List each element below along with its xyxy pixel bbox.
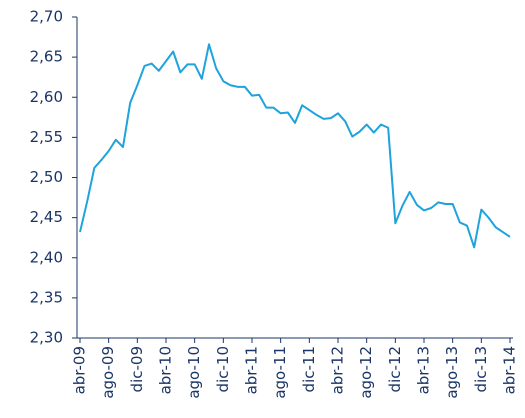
y-tick-label: 2,30 bbox=[30, 329, 63, 347]
x-tick-label: dic-10 bbox=[214, 346, 232, 392]
y-tick-label: 2,65 bbox=[30, 48, 63, 66]
x-tick-label: abr-10 bbox=[157, 346, 175, 394]
x-tick-label: abr-11 bbox=[243, 346, 261, 394]
data-line bbox=[79, 43, 511, 249]
x-tick-label: abr-14 bbox=[501, 346, 519, 394]
x-tick-label: abr-13 bbox=[415, 346, 433, 394]
y-tick-label: 2,50 bbox=[30, 168, 63, 186]
x-tick-label: dic-09 bbox=[128, 346, 146, 392]
x-tick-label: ago-13 bbox=[443, 346, 461, 399]
x-tick-label: ago-09 bbox=[99, 346, 117, 399]
x-tick-label: dic-12 bbox=[386, 346, 404, 392]
y-tick-label: 2,70 bbox=[30, 8, 63, 26]
x-tick-label: abr-12 bbox=[329, 346, 347, 394]
x-tick-label: dic-13 bbox=[472, 346, 490, 392]
y-tick-label: 2,55 bbox=[30, 128, 63, 146]
y-tick-label: 2,40 bbox=[30, 248, 63, 266]
y-tick-label: 2,45 bbox=[30, 208, 63, 226]
x-tick-label: abr-09 bbox=[71, 346, 89, 394]
y-tick-label: 2,60 bbox=[30, 88, 63, 106]
x-tick-label: ago-12 bbox=[357, 346, 375, 399]
x-tick-label: dic-11 bbox=[300, 346, 318, 392]
y-tick-label: 2,35 bbox=[30, 288, 63, 306]
x-tick-label: ago-11 bbox=[271, 346, 289, 399]
x-tick-label: ago-10 bbox=[185, 346, 203, 399]
